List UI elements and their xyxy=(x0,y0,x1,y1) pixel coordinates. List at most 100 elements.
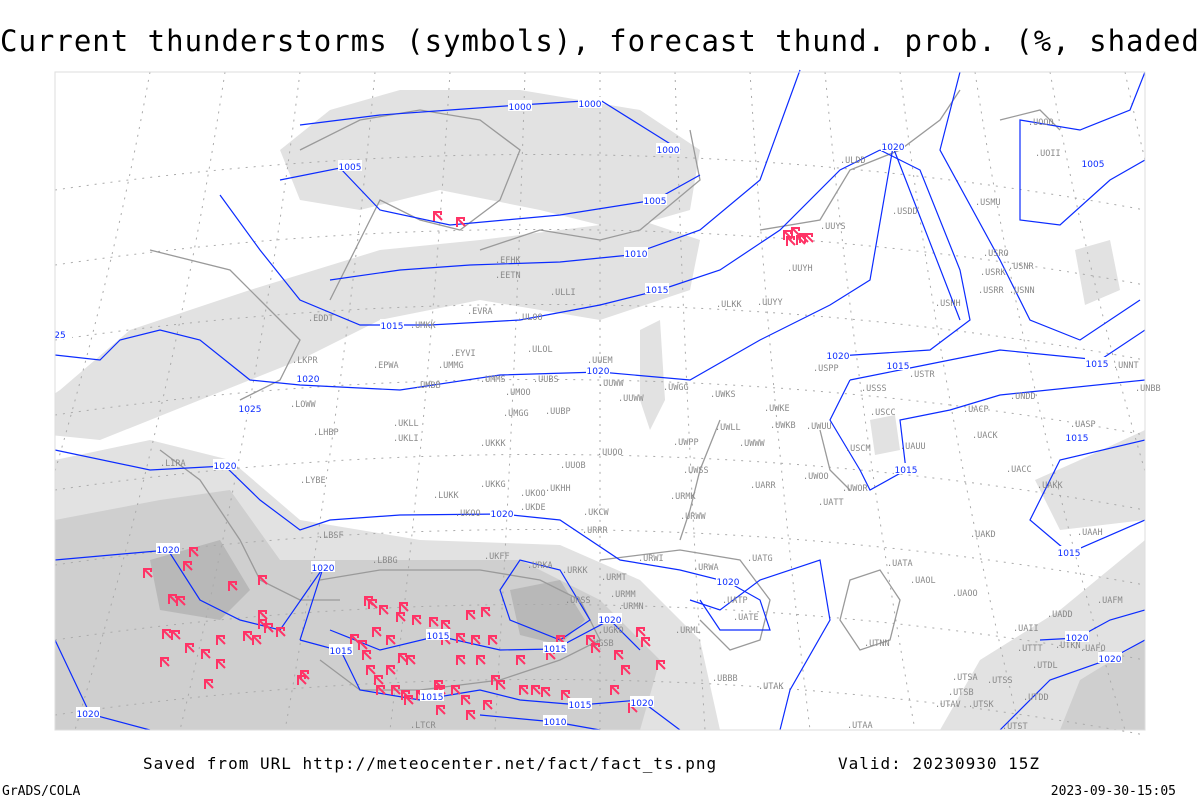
lat-lon-grid xyxy=(54,72,1146,736)
isobar-line xyxy=(939,71,1141,341)
svg-text:1000: 1000 xyxy=(509,103,532,113)
isobar-label: 1020 xyxy=(598,613,622,626)
station-label: .URML xyxy=(675,626,701,636)
thunderstorm-icon xyxy=(162,629,172,639)
station-label: .LOWW xyxy=(290,400,316,410)
station-label: .UAFO xyxy=(1080,644,1106,654)
station-label: .UAII xyxy=(1013,624,1039,634)
station-label: .EDDT xyxy=(308,314,334,324)
thunderstorm-icon xyxy=(406,655,416,665)
station-label: .URSS xyxy=(565,596,591,606)
isobar-label: 1020 xyxy=(311,561,335,574)
station-label: .UAOL xyxy=(910,576,936,586)
station-label: .UUYH xyxy=(787,264,813,274)
station-label: .UTAV xyxy=(935,700,961,710)
station-label: .UAKK xyxy=(1037,481,1063,491)
station-label: .EETN xyxy=(495,271,521,281)
isobar-line xyxy=(1039,609,1146,641)
software-credit: GrADS/COLA xyxy=(2,784,81,799)
isobar-line xyxy=(689,559,831,731)
thunderstorm-icon xyxy=(183,561,193,571)
station-label: .LUKK xyxy=(433,491,459,501)
station-label: .UNDD xyxy=(1010,392,1036,402)
thunderstorm-icon xyxy=(466,610,476,620)
station-label: .UMGG xyxy=(503,409,529,419)
coastline xyxy=(149,249,301,401)
station-label: .UUWW xyxy=(598,379,624,389)
station-label: .UGKO xyxy=(598,626,624,636)
thunderstorm-icon xyxy=(362,650,372,660)
thunderstorm-icon xyxy=(372,627,382,637)
svg-text:1020: 1020 xyxy=(77,710,100,720)
thunderstorm-icon xyxy=(461,695,471,705)
station-label: .UNNT xyxy=(1113,361,1139,371)
thunderstorm-icon xyxy=(243,631,253,641)
isobar-label: 1025 xyxy=(238,402,262,415)
thunderstorm-icon xyxy=(399,602,409,612)
probability-area xyxy=(640,320,665,430)
station-label: .URWW xyxy=(680,512,706,522)
isobar-label: 1020 xyxy=(1098,652,1122,665)
isobar-label: 1015 xyxy=(1065,431,1089,444)
station-label: .UWKB xyxy=(770,421,796,431)
thunderstorm-icon xyxy=(516,655,526,665)
svg-text:1020: 1020 xyxy=(1099,655,1122,665)
thunderstorm-icon xyxy=(386,635,396,645)
thunderstorm-icon xyxy=(350,634,360,644)
station-label: .UKFF xyxy=(484,552,510,562)
station-label: .UKKG xyxy=(480,480,506,490)
thunderstorm-icon xyxy=(791,227,801,237)
svg-text:1010: 1010 xyxy=(625,250,648,260)
station-label: .URMK xyxy=(670,492,696,502)
station-labels: .ULDD .USDD .UUYS .UUYH .ULKK .UUYY .USMU .USRO… xyxy=(160,118,1161,732)
station-label: .UGSB xyxy=(588,639,614,649)
isobar-line xyxy=(299,639,681,731)
station-label: .UUYS xyxy=(820,222,846,232)
station-label: .UTKN xyxy=(1055,641,1081,651)
isobar-line xyxy=(1029,439,1146,554)
station-label: .LBSF xyxy=(318,531,344,541)
station-label: .USCC xyxy=(870,408,896,418)
station-label: .UATA xyxy=(887,559,913,569)
isobar-label: 1015 xyxy=(380,319,404,332)
station-label: .UKLL xyxy=(393,419,419,429)
station-label: .USSS xyxy=(861,384,887,394)
station-label: .UTTT xyxy=(1017,644,1043,654)
station-label: .UTAK xyxy=(758,682,784,692)
isobar-label: 1015 xyxy=(1057,546,1081,559)
station-label: .UWLL xyxy=(715,423,741,433)
station-label: .ULOO xyxy=(517,313,543,323)
isobar-label: 1015 xyxy=(543,642,567,655)
isobar-label: 1000 xyxy=(578,97,602,110)
isobar-label: 1015 xyxy=(426,629,450,642)
station-label: .UWWW xyxy=(739,439,765,449)
isobar-label: 1015 xyxy=(420,690,444,703)
source-url-text: Saved from URL http://meteocenter.net/fa… xyxy=(143,754,718,773)
thunderstorm-icon xyxy=(610,685,620,695)
svg-text:25: 25 xyxy=(54,331,65,341)
svg-text:1020: 1020 xyxy=(827,352,850,362)
station-label: .UARR xyxy=(750,481,776,491)
station-label: .UWGG xyxy=(663,383,689,393)
station-label: .USNN xyxy=(1009,286,1035,296)
thunderstorm-icon xyxy=(483,700,493,710)
svg-text:1015: 1015 xyxy=(569,701,592,711)
station-label: .USDD xyxy=(892,207,918,217)
thunderstorm-icon xyxy=(300,670,310,680)
isobar-label: 1020 xyxy=(826,349,850,362)
probability-area xyxy=(1035,430,1145,530)
station-label: .USRO xyxy=(983,249,1009,259)
station-label: .UTAA xyxy=(847,721,873,731)
isobar-line xyxy=(999,639,1146,731)
thunderstorm-icon xyxy=(374,675,384,685)
probability-area xyxy=(1075,240,1120,305)
station-label: .UKOO xyxy=(455,509,481,519)
isobar-line xyxy=(299,99,681,151)
station-label: .UATE xyxy=(733,613,759,623)
thunderstorm-icon xyxy=(396,612,406,622)
station-label: .UTST xyxy=(1002,722,1028,732)
thunderstorm-icon xyxy=(441,620,451,630)
probability-area xyxy=(1060,640,1145,730)
thunderstorm-icon xyxy=(561,690,571,700)
svg-text:1015: 1015 xyxy=(427,632,450,642)
